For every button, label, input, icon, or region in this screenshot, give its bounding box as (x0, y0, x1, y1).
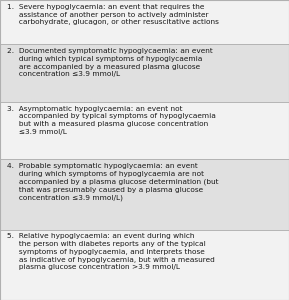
Text: 2.  Documented symptomatic hypoglycaemia: an event
     during which typical sym: 2. Documented symptomatic hypoglycaemia:… (7, 48, 213, 77)
Text: 3.  Asymptomatic hypoglycaemia: an event not
     accompanied by typical symptom: 3. Asymptomatic hypoglycaemia: an event … (7, 106, 216, 135)
Bar (0, 230, 289, 300)
Bar (0, 44, 289, 102)
Text: 5.  Relative hypoglycaemia: an event during which
     the person with diabetes : 5. Relative hypoglycaemia: an event duri… (7, 233, 215, 270)
Bar (0, 159, 289, 230)
Text: 4.  Probable symptomatic hypoglycaemia: an event
     during which symptoms of h: 4. Probable symptomatic hypoglycaemia: a… (7, 163, 219, 201)
Bar (0, 102, 289, 159)
Bar (0, 0, 289, 44)
Text: 1.  Severe hypoglycaemia: an event that requires the
     assistance of another : 1. Severe hypoglycaemia: an event that r… (7, 4, 219, 25)
